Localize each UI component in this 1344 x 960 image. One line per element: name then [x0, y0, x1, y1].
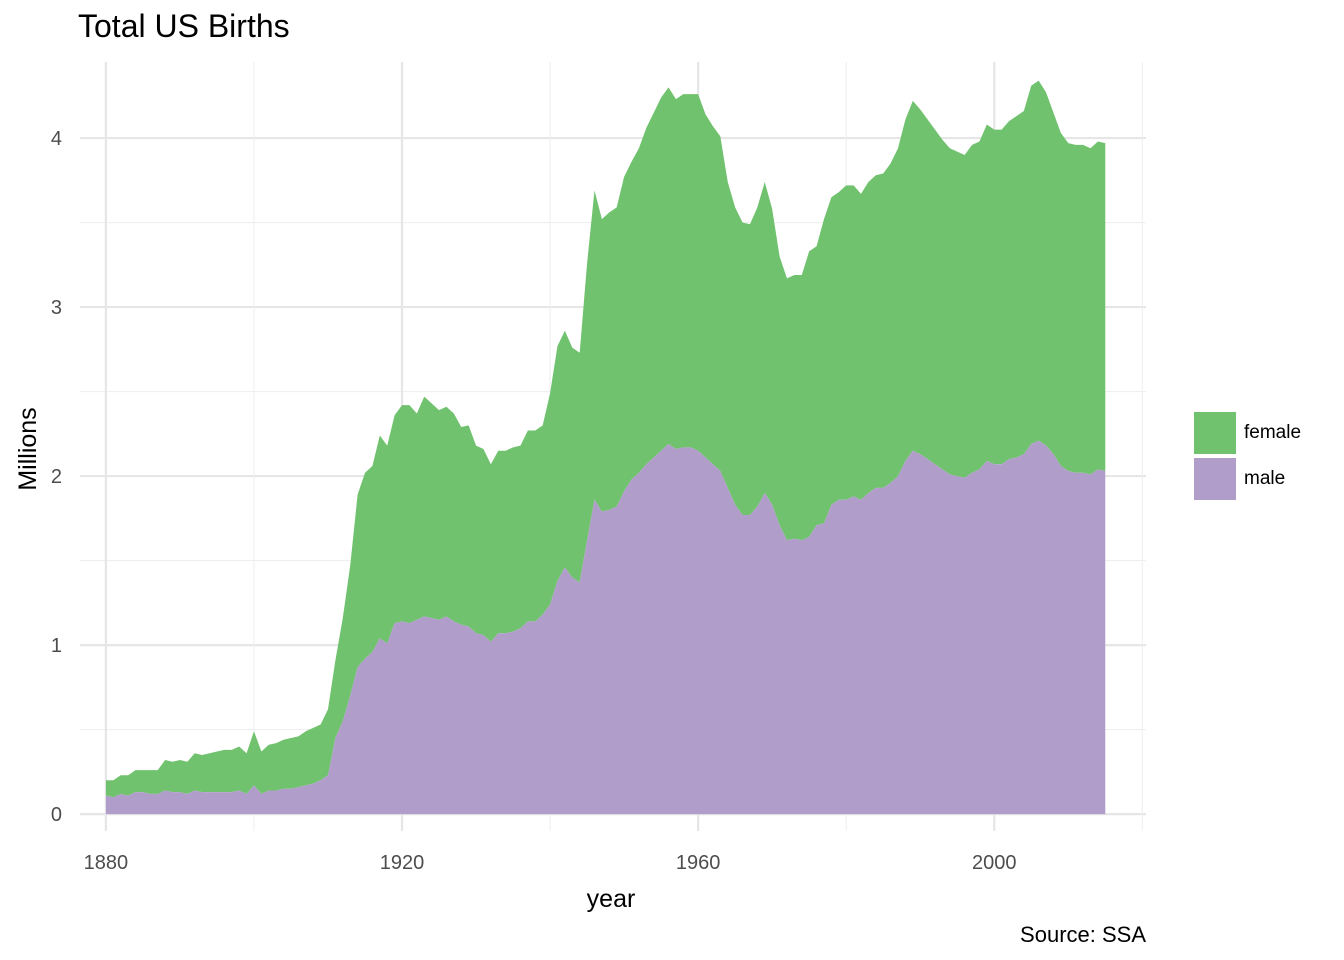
x-tick-label: 1880 — [84, 852, 129, 874]
y-tick-label: 4 — [51, 128, 62, 150]
y-tick-label: 3 — [51, 297, 62, 319]
source-caption: Source: SSA — [1020, 922, 1146, 947]
legend-item-female: female — [1194, 410, 1301, 456]
legend-item-male: male — [1194, 456, 1301, 502]
chart-title: Total US Births — [78, 8, 290, 44]
legend: female male — [1194, 410, 1301, 502]
x-tick-labels: 1880 1920 1960 2000 — [84, 852, 1017, 874]
y-tick-labels: 0 1 2 3 4 — [51, 128, 62, 826]
legend-key-female — [1194, 412, 1236, 454]
legend-label-male: male — [1244, 468, 1286, 489]
x-axis-label: year — [587, 885, 636, 913]
area-layers — [105, 80, 1106, 815]
y-tick-label: 2 — [51, 466, 62, 488]
legend-label-female: female — [1244, 422, 1302, 443]
x-tick-label: 1920 — [380, 852, 425, 874]
x-tick-label: 2000 — [972, 852, 1017, 874]
legend-key-male — [1194, 458, 1236, 500]
x-tick-label: 1960 — [676, 852, 721, 874]
y-axis-label: Millions — [14, 407, 42, 490]
y-tick-label: 0 — [51, 804, 62, 826]
area-male — [105, 440, 1106, 815]
area-female — [105, 80, 1106, 798]
y-tick-label: 1 — [51, 635, 62, 657]
